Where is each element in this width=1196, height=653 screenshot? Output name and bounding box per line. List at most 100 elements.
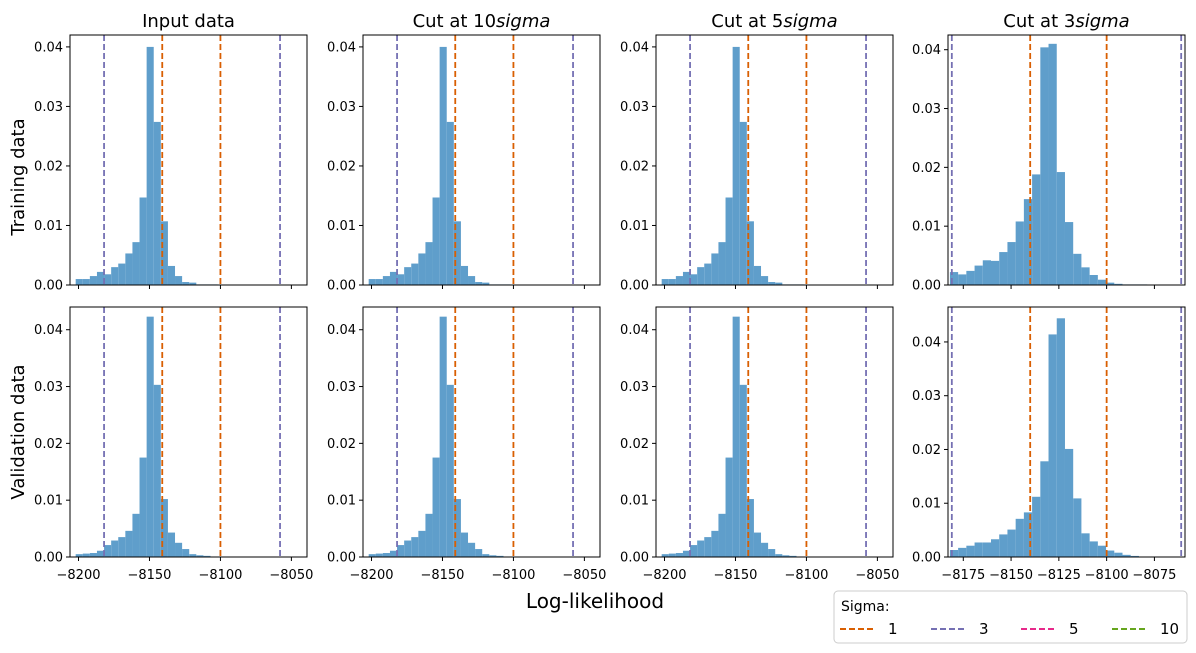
- y-tick-label: 0.01: [34, 494, 63, 509]
- axes-frame: [69, 34, 308, 286]
- histogram-bar: [418, 253, 426, 285]
- histogram-bar: [482, 554, 490, 557]
- histogram-bar: [746, 499, 754, 557]
- x-tick-label: −8100: [1085, 568, 1129, 583]
- histogram-bar: [1040, 461, 1049, 557]
- histogram-bar: [1048, 334, 1057, 557]
- histogram-bar: [1089, 541, 1098, 557]
- histogram-bar: [460, 532, 469, 557]
- histogram-bar: [146, 46, 154, 285]
- histogram-bar: [1023, 199, 1033, 285]
- x-tick-label: −8050: [855, 568, 899, 583]
- histogram-bar: [368, 554, 376, 557]
- y-tick-label: 0.01: [620, 219, 649, 234]
- axes-frame: [947, 34, 1186, 286]
- histogram-bar: [1089, 275, 1098, 285]
- panel-title-text: Cut at 5: [711, 11, 783, 32]
- histogram-bar: [368, 279, 376, 285]
- histogram-bar: [991, 539, 1000, 557]
- histogram-bar: [999, 252, 1008, 285]
- histogram-bar: [718, 513, 726, 557]
- histogram-bar: [89, 276, 97, 285]
- panel-title: Cut at 10sigma: [413, 11, 551, 32]
- histogram-bar: [704, 263, 712, 285]
- histogram-bar: [690, 545, 698, 557]
- plot-area: [75, 307, 281, 557]
- y-tick-label: 0.03: [912, 389, 941, 404]
- x-axis-label: Log-likelihood: [526, 589, 664, 613]
- legend-label-sigma-5: 5: [1069, 620, 1079, 638]
- histogram-bar: [104, 545, 112, 557]
- histogram-bar: [1023, 512, 1033, 557]
- panel-title-text: Input data: [142, 11, 235, 32]
- histogram-bar: [746, 221, 754, 285]
- histogram-bar: [675, 276, 683, 285]
- histogram-bar: [732, 316, 740, 557]
- y-tick-label: 0.00: [912, 551, 941, 566]
- histogram-bar: [1015, 221, 1024, 285]
- histogram-bar: [1040, 47, 1049, 285]
- histogram-bar: [732, 46, 740, 285]
- histogram-bar: [160, 221, 168, 285]
- histogram-bar: [1097, 279, 1107, 285]
- x-tick-label: −8050: [269, 568, 313, 583]
- legend-label-sigma-1: 1: [888, 620, 898, 638]
- row-label-training: Training data: [8, 118, 29, 236]
- y-tick-label: 0.01: [912, 220, 941, 235]
- histogram-bar: [966, 270, 975, 285]
- axes-frame: [362, 306, 601, 558]
- y-tick-label: 0.04: [34, 323, 63, 338]
- panel-title: Input data: [142, 11, 235, 32]
- histogram-bar: [397, 545, 405, 557]
- histogram-bar: [1081, 533, 1090, 557]
- y-tick-label: 0.00: [620, 551, 649, 566]
- x-tick-label: −8150: [989, 568, 1033, 583]
- x-tick-label: −8150: [713, 568, 757, 583]
- histogram-bar: [1081, 267, 1090, 285]
- histogram-bar: [96, 271, 105, 285]
- histogram-bar: [668, 553, 676, 557]
- histogram-bar: [468, 276, 476, 285]
- histogram-bar: [697, 267, 705, 285]
- histogram-bar: [768, 549, 776, 557]
- y-tick-label: 0.00: [912, 279, 941, 294]
- y-tick-label: 0.02: [620, 159, 649, 174]
- histogram-bar: [153, 384, 161, 557]
- histogram-bar: [75, 279, 83, 285]
- histogram-bar: [182, 282, 190, 285]
- x-tick-label: −8150: [420, 568, 464, 583]
- histogram-bar: [1056, 318, 1065, 557]
- histogram-bar: [704, 537, 712, 557]
- panel-1-1: 0.00 0.01 0.02 0.03 0.04 Input data: [34, 11, 308, 294]
- histogram-bar: [761, 542, 769, 557]
- y-tick-label: 0.04: [327, 40, 356, 55]
- histogram-bar: [775, 282, 783, 285]
- y-tick-label: 0.03: [620, 100, 649, 115]
- histogram-bar: [475, 282, 483, 285]
- histogram-bar: [375, 553, 383, 557]
- row-label-validation: Validation data: [8, 364, 29, 499]
- histogram-bar: [682, 550, 691, 557]
- histogram-bar: [711, 253, 719, 285]
- plot-area: [368, 35, 574, 285]
- histogram-bar: [125, 253, 133, 285]
- histogram-bar: [753, 532, 762, 557]
- histogram-bar: [761, 276, 769, 285]
- histogram-bar: [1106, 282, 1115, 285]
- histogram-bar: [775, 554, 783, 557]
- histogram-bar: [382, 553, 390, 557]
- histogram-bar: [453, 499, 461, 557]
- histogram-bar: [1130, 555, 1139, 557]
- histogram-bar: [118, 263, 126, 285]
- panel-title: Cut at 5sigma: [711, 11, 837, 32]
- histogram-bar: [1097, 545, 1107, 557]
- x-tick-label: −8200: [350, 568, 394, 583]
- histogram-bar: [439, 316, 447, 557]
- x-tick-label: −8075: [1132, 568, 1176, 583]
- y-tick-label: 0.01: [34, 219, 63, 234]
- histogram-bar: [1015, 518, 1024, 557]
- histogram-bar: [1056, 172, 1065, 285]
- histogram-bar: [82, 553, 90, 557]
- histogram-bar: [974, 542, 983, 557]
